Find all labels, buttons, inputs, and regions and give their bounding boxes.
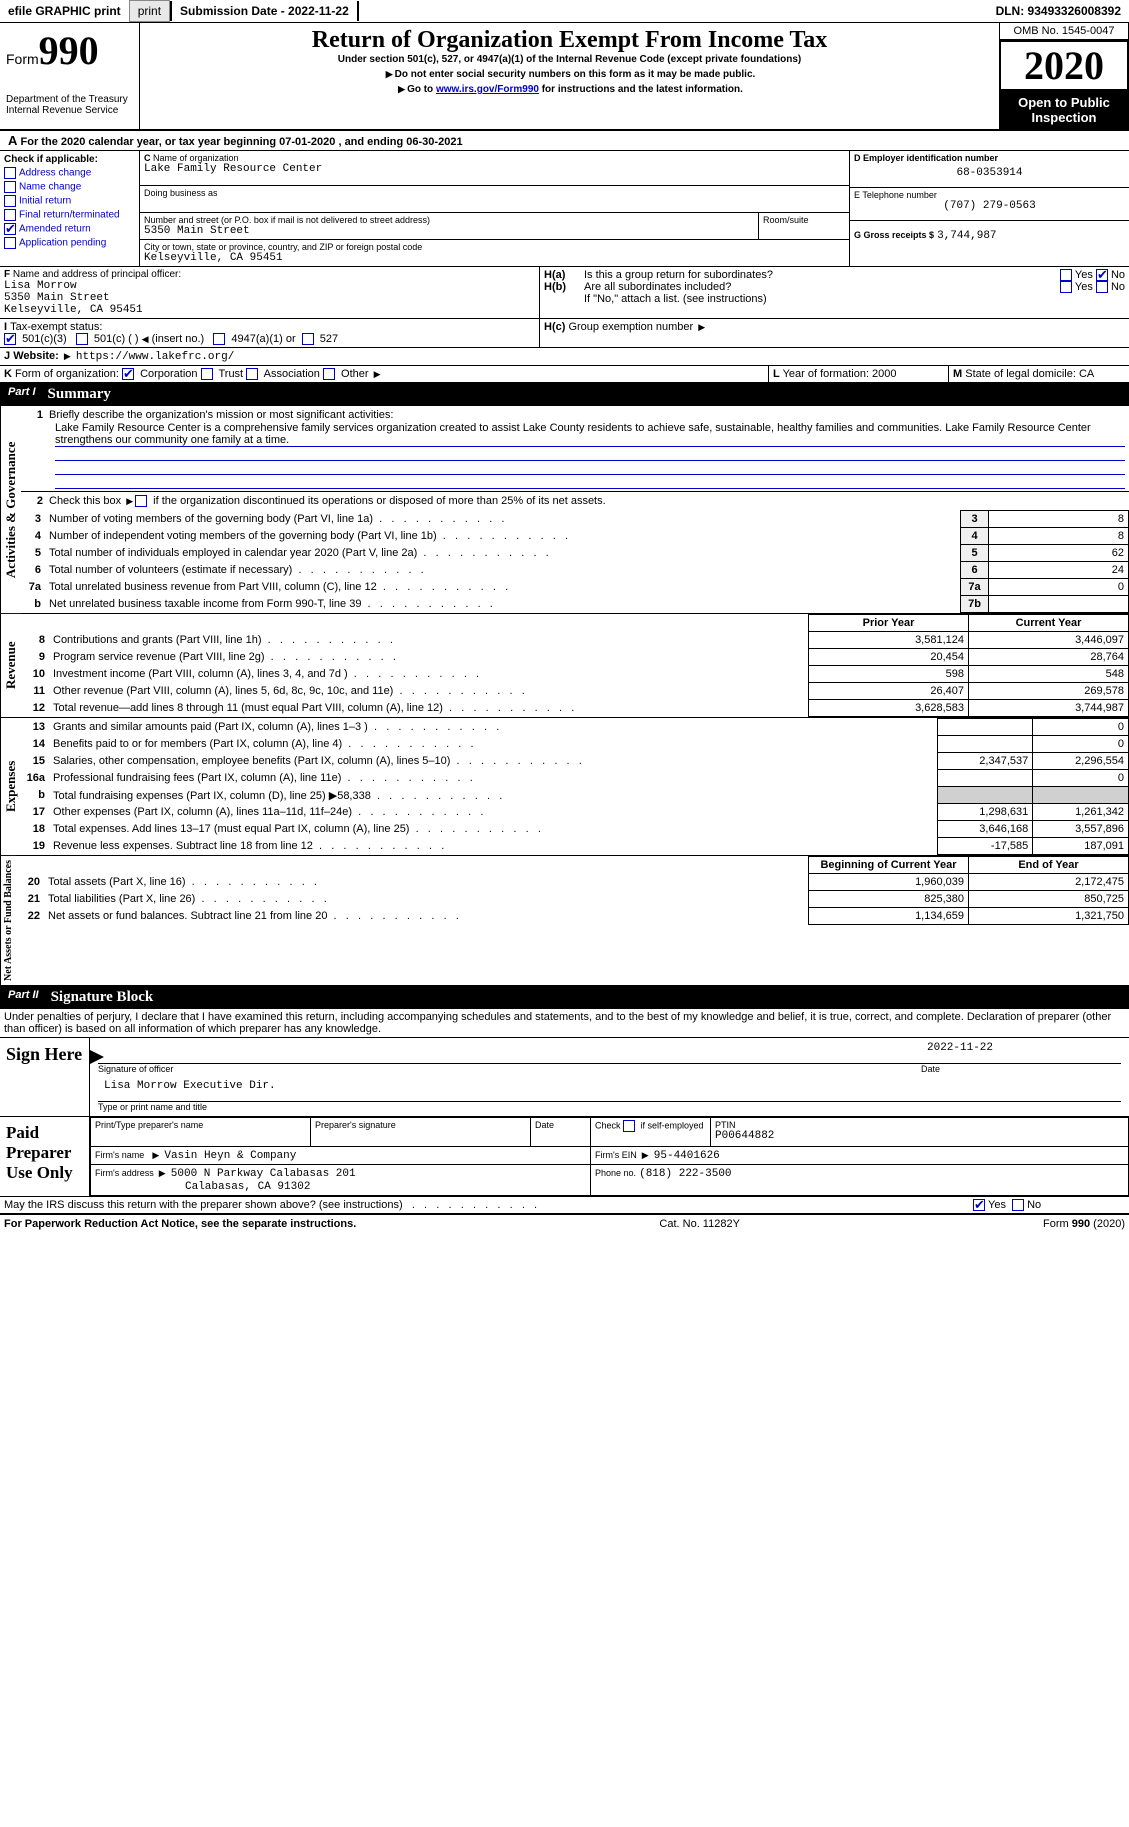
firm-addr2: Calabasas, CA 91302 — [95, 1181, 310, 1193]
street-address: 5350 Main Street — [144, 225, 754, 237]
efile-label: efile GRAPHIC print — [0, 1, 129, 21]
org-name: Lake Family Resource Center — [144, 163, 845, 175]
form-label: Form — [6, 51, 39, 67]
firm-addr1: 5000 N Parkway Calabasas 201 — [171, 1168, 356, 1180]
hb-yes-checkbox[interactable] — [1060, 281, 1072, 293]
telephone: (707) 279-0563 — [854, 200, 1125, 212]
gross-receipts: 3,744,987 — [937, 230, 996, 242]
sign-here-block: Sign Here Signature of officer 2022-11-2… — [0, 1038, 1129, 1117]
topbar: efile GRAPHIC print print Submission Dat… — [0, 0, 1129, 23]
note-ssn: Do not enter social security numbers on … — [395, 69, 756, 80]
discontinued-checkbox[interactable] — [135, 495, 147, 507]
b-check-3[interactable] — [4, 209, 16, 221]
section-d-e-g: D Employer identification number 68-0353… — [849, 151, 1129, 266]
governance-table: 3 Number of voting members of the govern… — [21, 510, 1129, 613]
netassets-label: Net Assets or Fund Balances — [0, 856, 16, 985]
expenses-label: Expenses — [0, 718, 21, 855]
irs-discuss-yes-checkbox[interactable] — [973, 1199, 985, 1211]
section-i: I Tax-exempt status: 501(c)(3) 501(c) ( … — [0, 319, 540, 347]
section-h: H(a) Is this a group return for subordin… — [540, 267, 1129, 318]
b-check-2[interactable] — [4, 195, 16, 207]
may-irs-discuss: May the IRS discuss this return with the… — [4, 1199, 403, 1211]
irs-discuss-no-checkbox[interactable] — [1012, 1199, 1024, 1211]
firm-name: Vasin Heyn & Company — [164, 1150, 296, 1162]
tax-year: 2020 — [999, 40, 1129, 91]
sig-date: 2022-11-22 — [921, 1042, 1121, 1064]
section-f: F Name and address of principal officer:… — [0, 267, 540, 318]
dept-line1: Department of the Treasury — [6, 94, 133, 105]
penalties-text: Under penalties of perjury, I declare th… — [0, 1009, 1129, 1038]
form-title: Return of Organization Exempt From Incom… — [148, 27, 991, 54]
form-header: Form990 Department of the Treasury Inter… — [0, 23, 1129, 131]
form-number: 990 — [39, 28, 99, 73]
footer: For Paperwork Reduction Act Notice, see … — [0, 1214, 1129, 1233]
corp-checkbox[interactable] — [122, 368, 134, 380]
line-a: A For the 2020 calendar year, or tax yea… — [0, 131, 1129, 151]
hb-no-checkbox[interactable] — [1096, 281, 1108, 293]
form990-link[interactable]: www.irs.gov/Form990 — [436, 84, 539, 95]
mission-text: Lake Family Resource Center is a compreh… — [55, 422, 1125, 447]
state-domicile: M State of legal domicile: CA — [949, 366, 1129, 382]
activities-governance-label: Activities & Governance — [0, 406, 21, 613]
revenue-table: Prior YearCurrent Year8 Contributions an… — [21, 614, 1129, 717]
dln: DLN: 93493326008392 — [988, 1, 1129, 21]
note-goto-pre: Go to — [407, 84, 436, 95]
netassets-table: Beginning of Current YearEnd of Year20 T… — [16, 856, 1129, 925]
officer-name: Lisa Morrow — [4, 280, 535, 292]
section-j: J Website: https://www.lakefrc.org/ — [0, 348, 1129, 365]
part2-header: Part II Signature Block — [0, 986, 1129, 1009]
section-c: C Name of organization Lake Family Resou… — [140, 151, 849, 266]
dept-line2: Internal Revenue Service — [6, 105, 133, 116]
firm-phone: (818) 222-3500 — [639, 1168, 731, 1180]
section-k: K Form of organization: Corporation Trus… — [0, 366, 769, 382]
expenses-table: 13 Grants and similar amounts paid (Part… — [21, 718, 1129, 855]
year-formation: L Year of formation: 2000 — [769, 366, 949, 382]
b-check-4[interactable] — [4, 223, 16, 235]
open-inspection: Open to Public Inspection — [999, 91, 1129, 129]
self-employed-checkbox[interactable] — [623, 1120, 635, 1132]
b-check-5[interactable] — [4, 237, 16, 249]
dba — [144, 198, 845, 210]
ein: 68-0353914 — [854, 167, 1125, 179]
omb-number: OMB No. 1545-0047 — [999, 23, 1129, 40]
paid-preparer-block: Paid Preparer Use Only Print/Type prepar… — [0, 1117, 1129, 1197]
section-b: Check if applicable: Address changeName … — [0, 151, 140, 266]
submission-date: Submission Date - 2022-11-22 — [170, 1, 359, 21]
b-check-1[interactable] — [4, 181, 16, 193]
form-subtitle: Under section 501(c), 527, or 4947(a)(1)… — [148, 54, 991, 65]
ha-no-checkbox[interactable] — [1096, 269, 1108, 281]
ha-yes-checkbox[interactable] — [1060, 269, 1072, 281]
ptin: P00644882 — [715, 1130, 1124, 1142]
officer-typed-name: Lisa Morrow Executive Dir. — [98, 1080, 1121, 1102]
signature-arrow-icon — [90, 1050, 104, 1067]
city-state-zip: Kelseyville, CA 95451 — [144, 252, 845, 264]
b-check-0[interactable] — [4, 167, 16, 179]
part1-header: Part I Summary — [0, 383, 1129, 406]
firm-ein: 95-4401626 — [654, 1150, 720, 1162]
website-url: https://www.lakefrc.org/ — [76, 351, 234, 363]
note-goto-post: for instructions and the latest informat… — [539, 84, 743, 95]
print-button[interactable]: print — [129, 0, 170, 22]
501c3-checkbox[interactable] — [4, 333, 16, 345]
revenue-label: Revenue — [0, 614, 21, 717]
